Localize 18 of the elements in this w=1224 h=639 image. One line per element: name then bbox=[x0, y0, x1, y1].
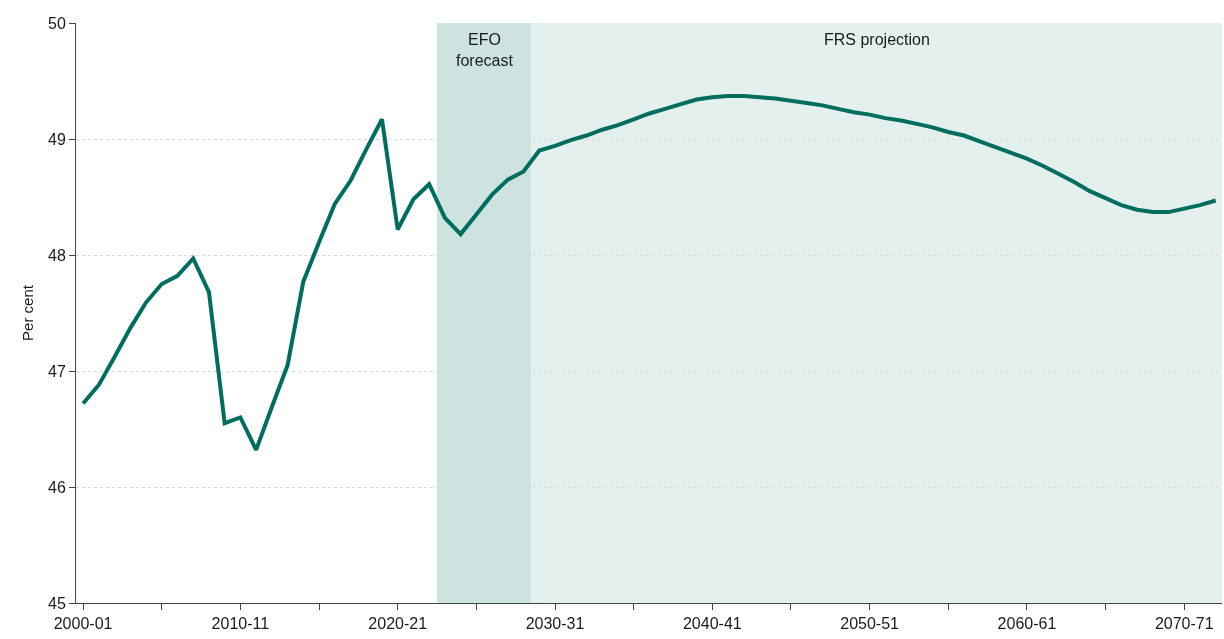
annotation: FRS projection bbox=[824, 31, 930, 48]
y-tick-label: 46 bbox=[48, 478, 66, 496]
y-tick-label: 48 bbox=[48, 246, 66, 264]
x-tick-label: 2070-71 bbox=[1154, 615, 1214, 633]
x-tick-label: 2000-01 bbox=[53, 615, 113, 633]
x-tick-label: 2060-61 bbox=[997, 615, 1057, 633]
x-tick-label: 2050-51 bbox=[840, 615, 900, 633]
x-tick-label: 2030-31 bbox=[525, 615, 585, 633]
x-tick-label: 2020-21 bbox=[368, 615, 428, 633]
y-axis-title: Per cent bbox=[19, 284, 37, 341]
y-tick-label: 45 bbox=[48, 594, 66, 612]
annotation: EFO forecast bbox=[456, 31, 514, 69]
line-series bbox=[81, 94, 1218, 452]
x-tick-label: 2040-41 bbox=[682, 615, 742, 633]
x-tick-label: 2010-11 bbox=[211, 615, 270, 633]
y-tick-label: 49 bbox=[48, 130, 66, 148]
y-tick-label: 50 bbox=[48, 14, 66, 32]
y-tick-label: 47 bbox=[48, 362, 66, 380]
